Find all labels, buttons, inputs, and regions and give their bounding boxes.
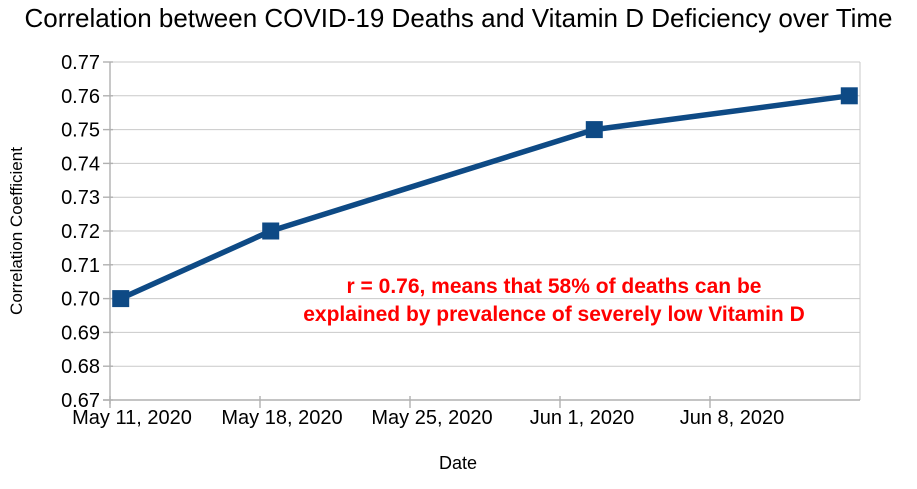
x-axis-title: Date	[438, 453, 478, 473]
x-tick-label: May 11, 2020	[72, 407, 192, 429]
horizontal-gridlines	[110, 61, 860, 367]
y-tick-label: 0.76	[61, 86, 100, 108]
series-markers	[112, 87, 858, 308]
y-axis-title: Correlation Coefficient	[7, 147, 26, 315]
data-point-marker	[585, 121, 603, 139]
y-tick-marks	[103, 61, 113, 401]
y-tick-label: 0.72	[61, 221, 100, 243]
y-tick-label: 0.75	[61, 120, 100, 142]
x-tick-label: May 25, 2020	[371, 407, 492, 429]
y-tick-label: 0.67	[61, 390, 100, 412]
x-tick-label: May 18, 2020	[221, 407, 342, 429]
data-point-marker	[840, 87, 858, 105]
annotation-line-1: r = 0.76, means that 58% of deaths can b…	[346, 275, 762, 298]
y-tick-label: 0.70	[61, 289, 100, 311]
y-tick-label: 0.69	[61, 322, 100, 344]
y-tick-label: 0.71	[61, 255, 100, 277]
series-line	[117, 93, 853, 302]
x-tick-labels: May 11, 2020 May 18, 2020 May 25, 2020 Jun …	[72, 407, 784, 429]
y-tick-label: 0.74	[61, 153, 100, 175]
y-tick-label: 0.68	[61, 356, 100, 378]
annotation-text: r = 0.76, means that 58% of deaths can b…	[303, 273, 805, 329]
y-tick-label: 0.77	[61, 52, 100, 74]
x-tick-label: Jun 1, 2020	[530, 407, 635, 429]
x-tick-marks	[109, 396, 711, 408]
annotation-line-2: explained by prevalence of severely low …	[303, 303, 805, 326]
data-point-marker	[112, 290, 130, 308]
chart-title: Correlation between COVID-19 Deaths and …	[24, 3, 893, 33]
x-tick-label: Jun 8, 2020	[680, 407, 785, 429]
data-point-marker	[262, 222, 280, 240]
y-tick-label: 0.73	[61, 187, 100, 209]
y-tick-labels: 0.67 0.68 0.69 0.70 0.71 0.72 0.73 0.74 0.75 0.76…	[61, 52, 100, 412]
